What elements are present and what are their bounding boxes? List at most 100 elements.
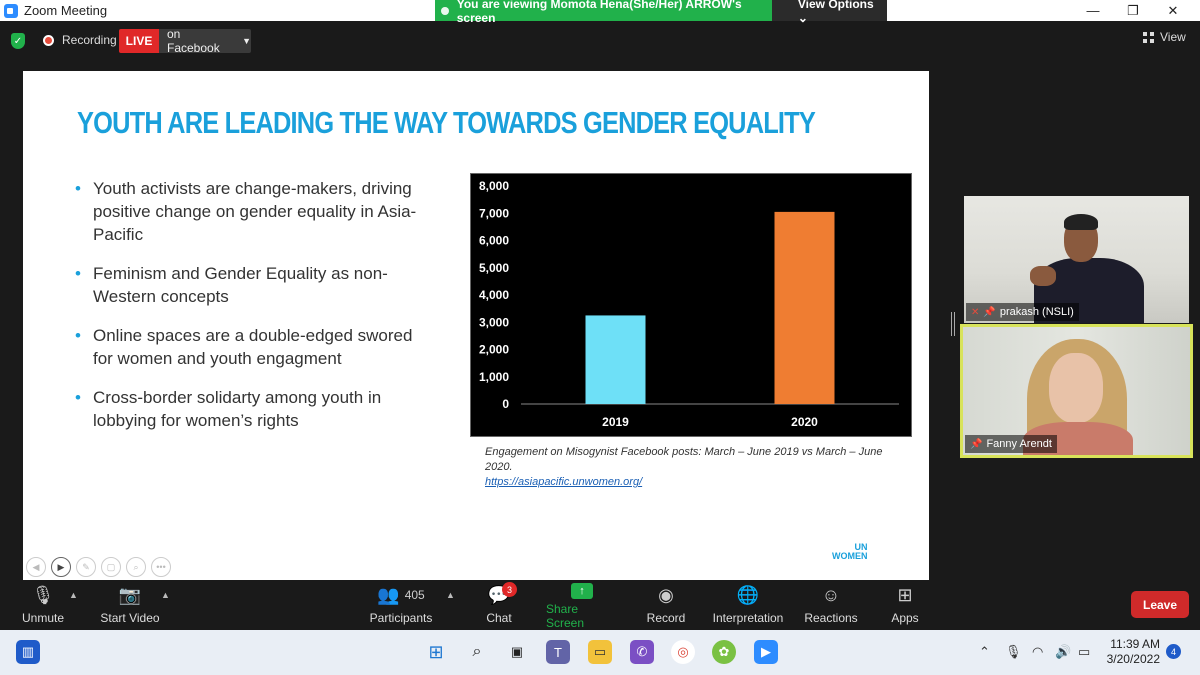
desktop-icon[interactable]: ▥ <box>16 640 40 664</box>
y-tick-label: 1,000 <box>479 370 509 384</box>
y-tick-label: 4,000 <box>479 288 509 302</box>
video-tile-fanny[interactable]: 📌 Fanny Arendt <box>960 324 1193 458</box>
share-screen-icon: ↑ <box>571 582 593 599</box>
search-icon[interactable]: ⌕ <box>472 643 482 660</box>
y-tick-label: 3,000 <box>479 315 509 329</box>
caret-down-icon: ▼ <box>242 36 251 46</box>
security-shield-icon[interactable]: ✓ <box>11 33 25 49</box>
view-label: View <box>1160 30 1186 44</box>
slides-icon[interactable]: ▢ <box>101 557 121 577</box>
chrome-icon[interactable]: ◎ <box>671 640 695 664</box>
leave-button[interactable]: Leave <box>1131 591 1189 618</box>
bullet-list: Youth activists are change-makers, drivi… <box>75 177 431 448</box>
un-women-logo: UN WOMEN <box>832 542 868 561</box>
zoom-icon[interactable]: ⌕ <box>126 557 146 577</box>
restore-icon[interactable]: ❐ <box>1127 2 1139 18</box>
reactions-button[interactable]: ☺ Reactions <box>804 580 858 630</box>
unmute-button[interactable]: 🎙 Unmute <box>20 580 66 630</box>
participants-count: 405 <box>404 588 425 602</box>
shared-slide: YOUTH ARE LEADING THE WAY TOWARDS GENDER… <box>23 71 929 580</box>
bar-2019 <box>585 315 646 404</box>
bar-chart-svg: 0 1,000 2,000 3,000 4,000 5,000 6,000 7,000 8,00… <box>479 179 899 429</box>
notification-badge[interactable]: 4 <box>1166 644 1181 659</box>
live-badge: LIVE <box>119 29 159 53</box>
tray-overflow-icon[interactable]: ⌃ <box>979 644 990 659</box>
recording-icon <box>43 35 54 46</box>
record-button[interactable]: ◉ Record <box>646 580 686 630</box>
audio-options-caret[interactable]: ▲ <box>69 590 78 600</box>
pen-icon[interactable]: ✎ <box>76 557 96 577</box>
share-status-icon <box>441 6 449 15</box>
y-tick-label: 2,000 <box>479 343 509 357</box>
chat-badge: 3 <box>502 582 517 597</box>
y-tick-label: 0 <box>502 397 509 411</box>
caption-text: Engagement on Misogynist Facebook posts:… <box>485 446 883 473</box>
globe-icon: 🌐 <box>736 584 760 605</box>
file-explorer-icon[interactable]: ▭ <box>588 640 612 664</box>
volume-icon[interactable]: 🔊 <box>1055 644 1072 659</box>
wifi-icon[interactable]: ◠ <box>1032 644 1044 659</box>
participant-name: Fanny Arendt <box>986 438 1052 450</box>
x-tick-label: 2020 <box>791 415 818 429</box>
windows-taskbar: ▥ ⊞ ⌕ ▣ T ▭ ✆ ◎ ✿ ▶ ⌃ 🎙 ◠ 🔊 ▭ 11:39 AM 3… <box>0 630 1200 675</box>
next-slide-icon[interactable]: ▶ <box>51 557 71 577</box>
viber-icon[interactable]: ✆ <box>630 640 654 664</box>
bar-chart: 0 1,000 2,000 3,000 4,000 5,000 6,000 7,000 8,00… <box>470 173 912 437</box>
viewing-text: You are viewing Momota Hena(She/Her) ARR… <box>456 0 742 25</box>
teams-icon[interactable]: T <box>546 640 570 664</box>
view-button[interactable]: View <box>1143 30 1186 44</box>
recording-label: Recording <box>62 33 117 47</box>
bullet-item: Cross-border solidarty among youth in lo… <box>75 386 431 432</box>
interpretation-button[interactable]: 🌐 Interpretation <box>710 580 786 630</box>
y-tick-label: 6,000 <box>479 234 509 248</box>
source-link[interactable]: https://asiapacific.unwomen.org/ <box>485 476 643 488</box>
video-options-caret[interactable]: ▲ <box>161 590 170 600</box>
y-tick-label: 8,000 <box>479 179 509 193</box>
panel-resize-handle[interactable] <box>951 312 955 336</box>
view-options-button[interactable]: View Options ⌄ <box>797 0 874 25</box>
more-icon[interactable]: ••• <box>151 557 171 577</box>
start-icon[interactable]: ⊞ <box>428 641 444 662</box>
slide-title: YOUTH ARE LEADING THE WAY TOWARDS GENDER… <box>77 105 816 140</box>
prev-slide-icon[interactable]: ◀ <box>26 557 46 577</box>
app-icon[interactable]: ✿ <box>712 640 736 664</box>
y-tick-label: 5,000 <box>479 261 509 275</box>
video-off-icon: 📷 <box>118 584 142 605</box>
pin-icon: 📌 <box>983 306 996 318</box>
apps-icon: ⊞ <box>897 584 913 605</box>
participants-button[interactable]: 👥 405 Participants <box>369 584 433 626</box>
close-icon[interactable]: ✕ <box>1167 2 1179 18</box>
microphone-icon[interactable]: 🎙 <box>1005 644 1022 659</box>
pin-icon: 📌 <box>970 438 983 450</box>
participant-name-tag: 📌 Fanny Arendt <box>965 435 1057 453</box>
meeting-toolbar: 🎙 Unmute ▲ 📷 Start Video ▲ 👥 405 Partici… <box>0 580 1200 630</box>
record-icon: ◉ <box>658 584 674 605</box>
live-stream-dropdown[interactable]: on Facebook ▼ <box>159 27 251 55</box>
mic-muted-icon: 🎙 <box>31 584 55 605</box>
battery-icon[interactable]: ▭ <box>1078 644 1091 659</box>
slide-nav-tools: ◀ ▶ ✎ ▢ ⌕ ••• <box>26 557 171 577</box>
video-tile-prakash[interactable]: ✕ 📌 prakash (NSLI) <box>964 196 1189 323</box>
task-view-icon[interactable]: ▣ <box>510 644 524 659</box>
start-video-button[interactable]: 📷 Start Video <box>99 580 161 630</box>
bullet-item: Feminism and Gender Equality as non-West… <box>75 262 431 308</box>
screen-share-banner: You are viewing Momota Hena(She/Her) ARR… <box>435 0 887 25</box>
system-clock[interactable]: 11:39 AM 3/20/2022 <box>1106 637 1160 666</box>
mic-off-icon: ✕ <box>971 306 980 318</box>
zoom-taskbar-icon[interactable]: ▶ <box>754 640 778 664</box>
zoom-app-icon <box>4 3 18 18</box>
y-tick-label: 7,000 <box>479 206 509 220</box>
participants-options-caret[interactable]: ▲ <box>446 590 455 600</box>
emoji-icon: ☺ <box>821 584 841 605</box>
participants-icon: 👥 <box>377 584 400 605</box>
chat-button[interactable]: 💬 Chat 3 <box>480 580 518 630</box>
minimize-icon[interactable]: — <box>1086 3 1100 18</box>
stream-target-label: on Facebook <box>167 27 220 55</box>
share-screen-button[interactable]: ↑ Share Screen <box>546 580 618 630</box>
bar-2020 <box>774 211 835 404</box>
bullet-item: Youth activists are change-makers, drivi… <box>75 177 431 246</box>
chart-caption: Engagement on Misogynist Facebook posts:… <box>485 445 895 490</box>
window-title: Zoom Meeting <box>24 3 108 18</box>
bullet-item: Online spaces are a double-edged swored … <box>75 324 431 370</box>
apps-button[interactable]: ⊞ Apps <box>888 580 922 630</box>
